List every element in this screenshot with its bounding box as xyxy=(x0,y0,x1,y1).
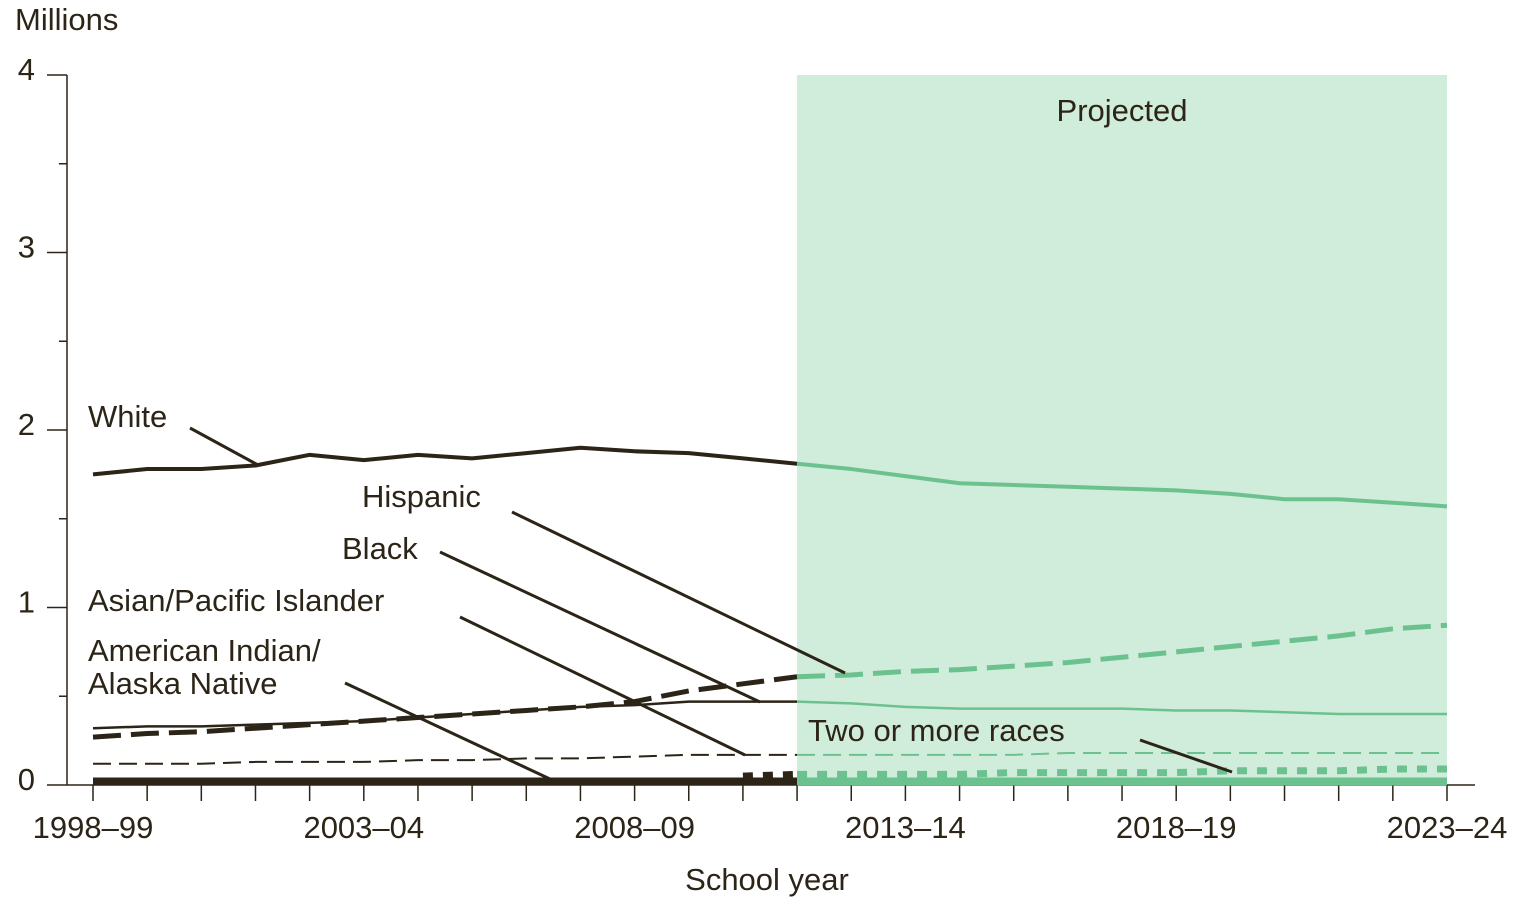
series-label: Black xyxy=(342,531,418,566)
y-tick-label: 1 xyxy=(18,585,35,620)
y-tick-label: 0 xyxy=(18,762,35,797)
leader-line xyxy=(439,550,761,704)
x-tick-label: 2018–19 xyxy=(1116,810,1237,845)
projected-label: Projected xyxy=(1057,93,1188,128)
series-label: White xyxy=(88,399,168,434)
projected-region xyxy=(797,75,1447,785)
line-historical xyxy=(742,770,798,780)
x-tick-label: 2003–04 xyxy=(303,810,424,845)
y-tick-label: 2 xyxy=(18,407,35,442)
leader-line xyxy=(459,615,746,757)
line-projected xyxy=(797,700,1447,716)
series-label: Asian/Pacific Islander xyxy=(88,583,385,618)
line-projected xyxy=(797,752,1447,756)
x-tick-label: 2013–14 xyxy=(845,810,966,845)
y-axis-label: Millions xyxy=(15,2,118,37)
x-tick-label: 1998–99 xyxy=(33,810,154,845)
line-historical xyxy=(93,753,798,765)
leader-line xyxy=(189,426,259,467)
series-label: Hispanic xyxy=(362,479,481,514)
line-historical xyxy=(92,445,798,477)
line-projected xyxy=(797,765,1447,778)
x-axis-label: School year xyxy=(685,862,849,897)
series-label: American Indian/ Alaska Native xyxy=(88,633,321,701)
x-tick-label: 2023–24 xyxy=(1387,810,1508,845)
line-projected xyxy=(796,461,1448,509)
y-tick-label: 4 xyxy=(18,52,35,87)
y-tick-label: 3 xyxy=(18,230,35,265)
x-tick-label: 2008–09 xyxy=(574,810,695,845)
line-projected xyxy=(796,622,1448,680)
line-historical xyxy=(92,700,798,730)
leader-line xyxy=(344,681,551,781)
series-label: Two or more races xyxy=(808,713,1065,748)
leader-line xyxy=(1139,738,1233,774)
leader-line xyxy=(511,510,846,675)
